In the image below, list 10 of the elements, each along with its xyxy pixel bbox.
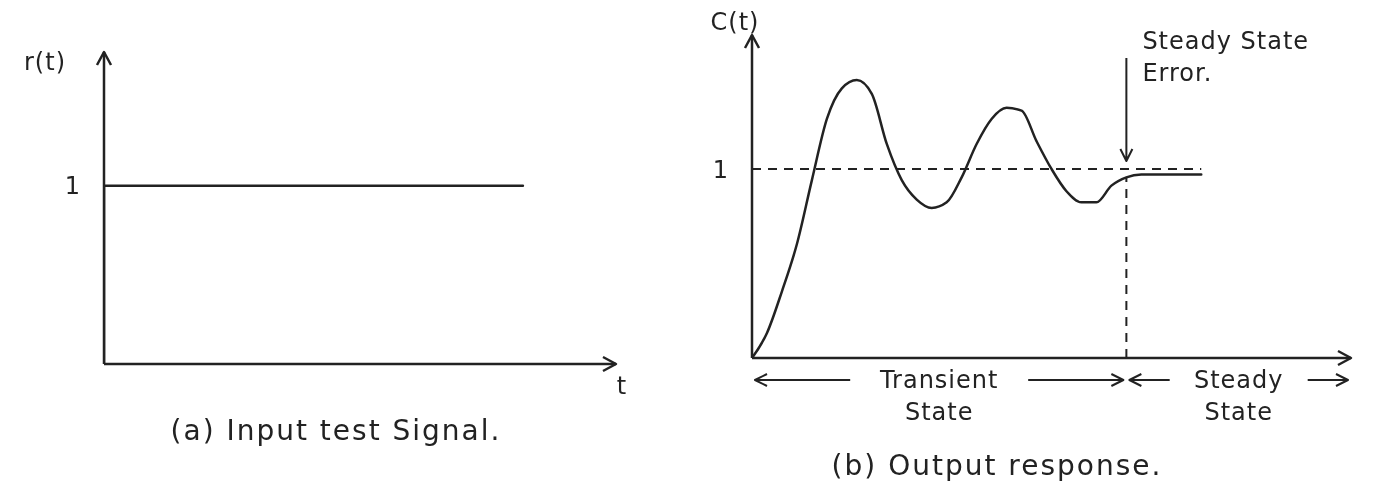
- text: Transient State: [878, 365, 1000, 428]
- x-axis-title: t: [616, 372, 628, 400]
- text: 1: [64, 171, 82, 200]
- annotation: Steady State Error.: [1142, 26, 1311, 89]
- text: Steady State: [1192, 365, 1285, 428]
- text: (a) Input test Signal.: [170, 413, 502, 447]
- y-axis-title: C(t): [710, 8, 760, 36]
- ref-line-label: 1: [712, 155, 728, 184]
- text: (b) Output response.: [831, 448, 1163, 482]
- y-axis-title: r(t): [23, 48, 67, 76]
